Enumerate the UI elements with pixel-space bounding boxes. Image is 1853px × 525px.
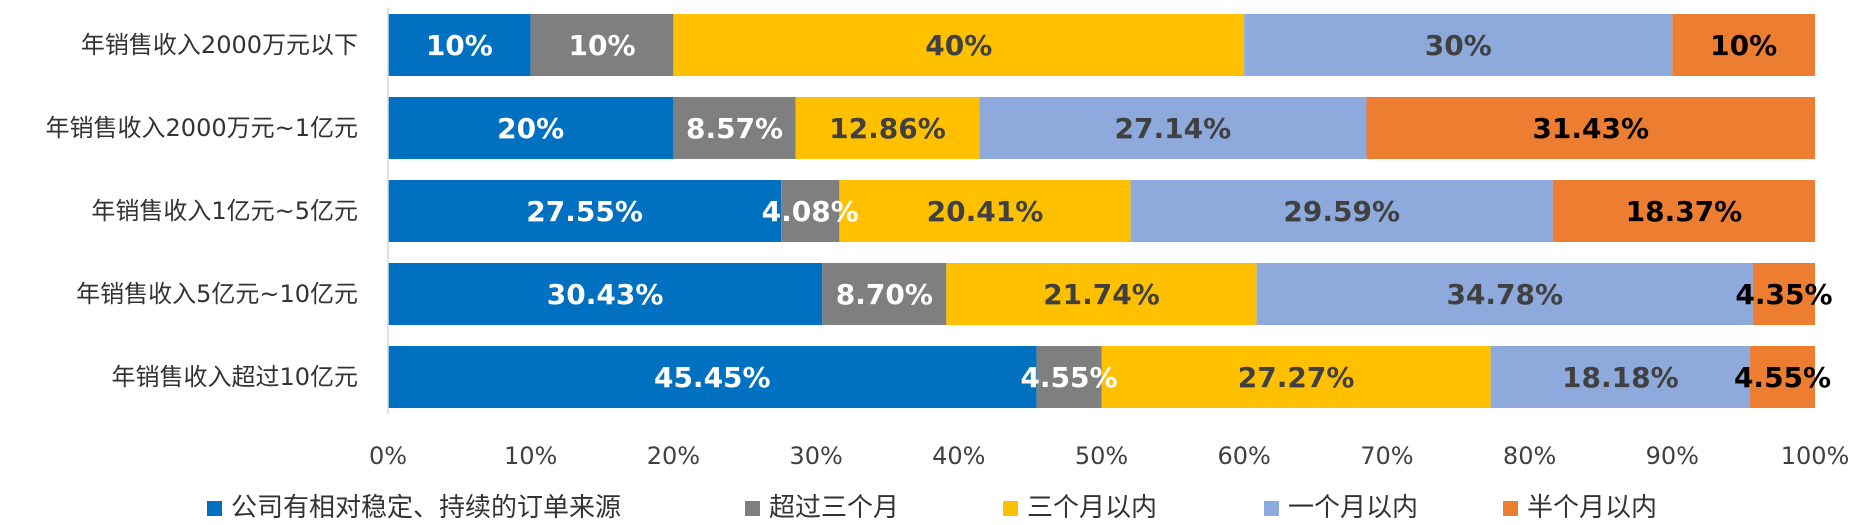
data-label: 20% [497,112,564,145]
bar-segment [673,97,796,159]
data-label: 12.86% [829,112,946,145]
bars-layer: 10% 10% 40% 30% 10% 20% 8.57% 12.86% 27.14% 31.43… [388,14,1833,408]
data-label: 4.35% [1735,278,1832,311]
data-label: 27.55% [526,195,643,228]
legend-label: 超过三个月 [769,493,899,523]
data-label: 29.59% [1283,195,1400,228]
category-label: 年销售收入5亿元~10亿元 [76,280,358,308]
data-label: 4.55% [1020,361,1117,394]
x-axis: 0% 10% 20% 30% 40% 50% 60% 70% 80% 90% 100% [369,8,1849,470]
category-labels: 年销售收入2000万元以下年销售收入2000万元~1亿元年销售收入1亿元~5亿元… [46,31,358,391]
data-label: 21.74% [1043,278,1160,311]
data-label: 18.37% [1626,195,1743,228]
bar-segment [388,180,782,242]
x-tick-label: 30% [789,442,842,470]
category-label: 年销售收入2000万元~1亿元 [46,114,358,142]
bar-segment [1672,14,1815,76]
data-label: 34.78% [1446,278,1563,311]
category-label: 年销售收入1亿元~5亿元 [91,197,358,225]
data-label: 10% [1710,29,1777,62]
x-tick-label: 60% [1218,442,1271,470]
bar-segment [1244,14,1673,76]
data-label: 20.41% [927,195,1044,228]
x-tick-label: 90% [1646,442,1699,470]
data-label: 4.55% [1734,361,1831,394]
bar-segment [1750,346,1815,408]
data-label: 40% [925,29,992,62]
category-label: 年销售收入超过10亿元 [111,363,358,391]
bar-segment [1036,346,1102,408]
data-label: 30.43% [547,278,664,311]
bar-segment [388,263,823,325]
x-tick-label: 80% [1503,442,1556,470]
bar-segment [979,97,1367,159]
bar-segment [1552,180,1815,242]
bar-segment [1101,346,1491,408]
data-label: 8.70% [836,278,933,311]
legend-swatch [207,501,222,516]
legend-label: 三个月以内 [1027,493,1157,523]
legend-swatch [745,501,760,516]
data-label: 18.18% [1562,361,1679,394]
legend-label: 一个月以内 [1288,493,1418,523]
bar-segment [822,263,947,325]
bar-segment [388,346,1037,408]
bar-segment [1366,97,1815,159]
bar-segment [946,263,1257,325]
bar-segment [1130,180,1553,242]
bar-segment [530,14,674,76]
data-label: 10% [426,29,493,62]
bar-segment [781,180,840,242]
data-label: 4.08% [762,195,859,228]
x-tick-label: 50% [1075,442,1128,470]
legend-swatch [1003,501,1018,516]
bar-segment [1752,263,1815,325]
data-label: 27.27% [1238,361,1355,394]
x-tick-label: 100% [1781,442,1850,470]
legend: 公司有相对稳定、持续的订单来源 超过三个月 三个月以内 一个月以内 半个月以内 [207,493,1657,523]
category-label: 年销售收入2000万元以下 [81,31,358,59]
data-label: 8.57% [686,112,783,145]
bar-segment [1256,263,1753,325]
bar-segment [839,180,1131,242]
data-label: 30% [1425,29,1492,62]
legend-swatch [1503,501,1518,516]
data-label: 10% [569,29,636,62]
bar-segment [673,14,1245,76]
legend-swatch [1264,501,1279,516]
x-tick-label: 0% [369,442,407,470]
legend-label: 公司有相对稳定、持续的订单来源 [231,493,621,523]
legend-label: 半个月以内 [1527,493,1657,523]
data-label: 27.14% [1115,112,1232,145]
x-tick-label: 10% [504,442,557,470]
bar-segment [1490,346,1751,408]
bar-segment [388,97,674,159]
x-tick-label: 40% [932,442,985,470]
x-tick-label: 70% [1360,442,1413,470]
bar-segment [388,14,531,76]
x-tick-label: 20% [647,442,700,470]
data-label: 31.43% [1532,112,1649,145]
bar-segment [795,97,980,159]
data-label: 45.45% [654,361,771,394]
